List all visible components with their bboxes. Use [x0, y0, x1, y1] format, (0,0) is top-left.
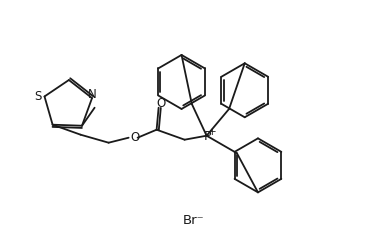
- Text: S: S: [34, 90, 41, 103]
- Text: Br⁻: Br⁻: [183, 214, 205, 226]
- Text: N: N: [88, 88, 96, 101]
- Text: +: +: [208, 127, 217, 137]
- Text: P: P: [204, 130, 211, 143]
- Text: O: O: [156, 97, 165, 110]
- Text: O: O: [130, 131, 139, 144]
